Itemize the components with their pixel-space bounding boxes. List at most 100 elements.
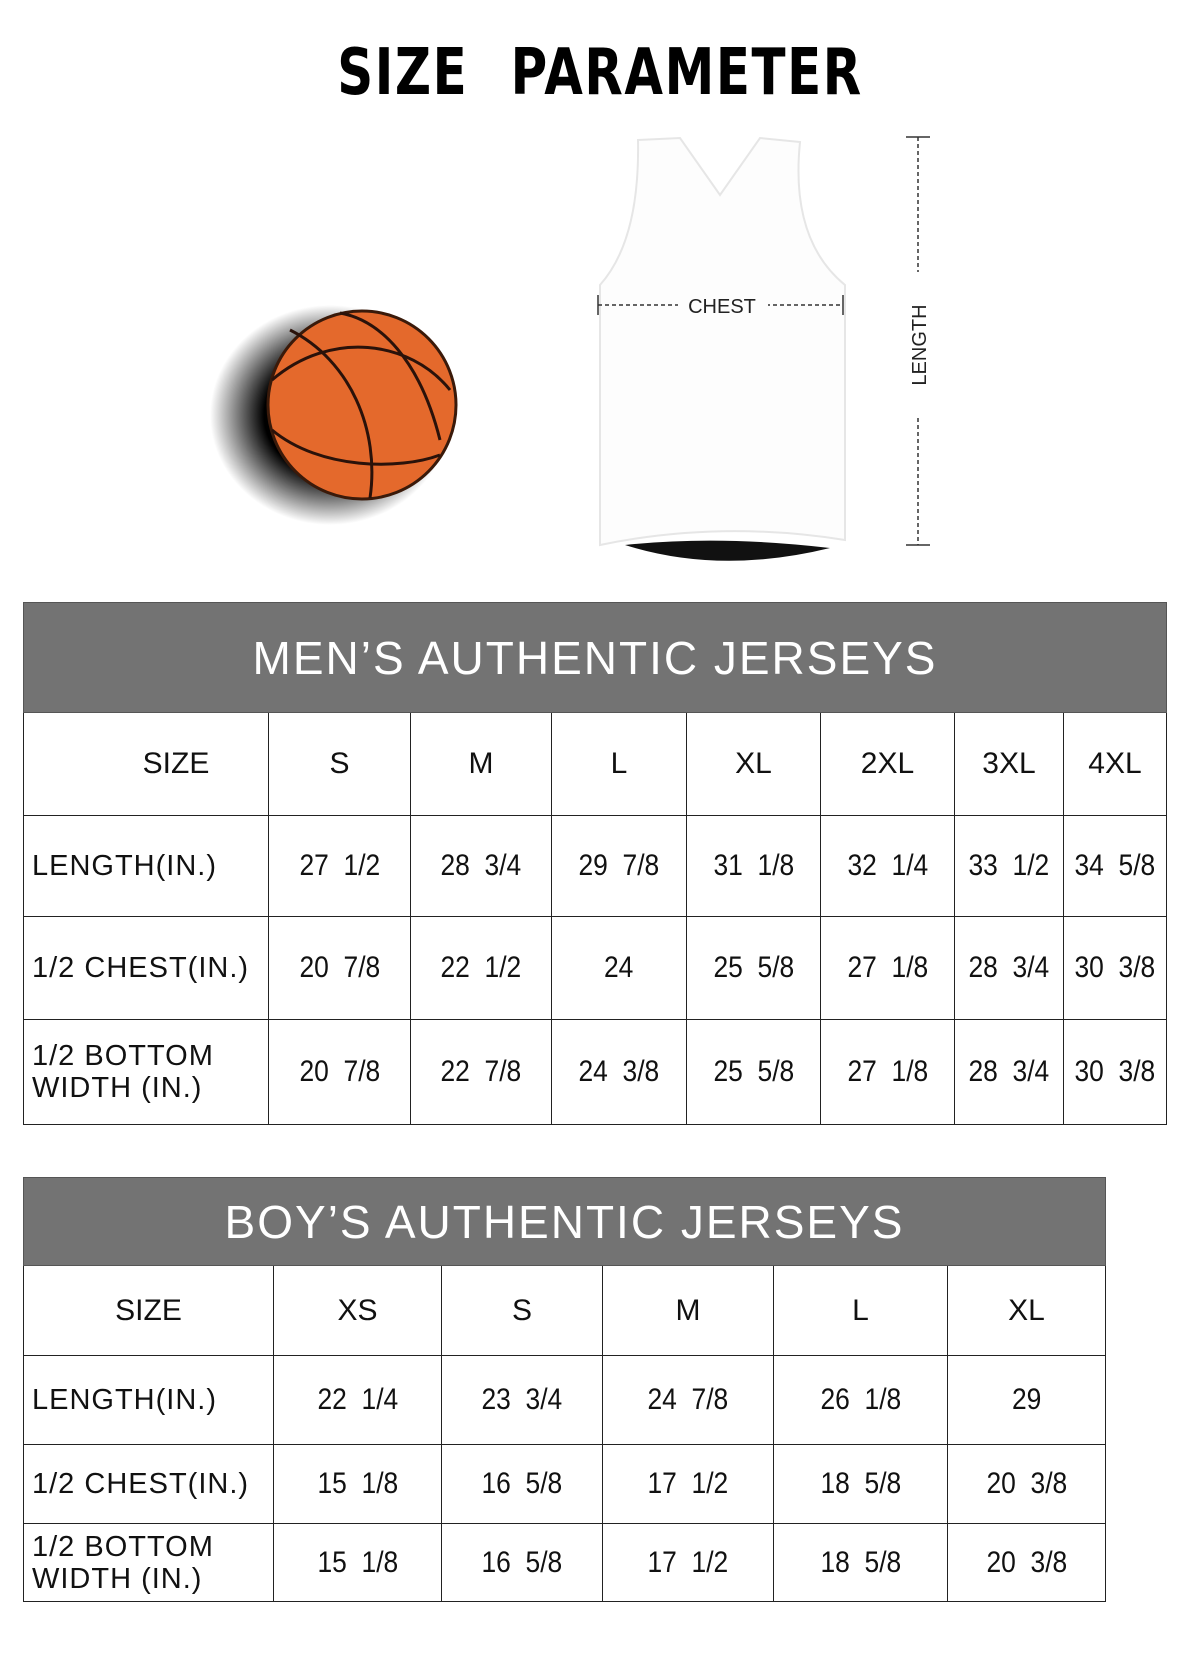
cell-value: 30 3/8 xyxy=(1074,1055,1156,1088)
cell-value: 25 5/8 xyxy=(713,1055,794,1088)
cell-value: 32 1/4 xyxy=(847,849,928,882)
cell-value: 28 3/4 xyxy=(440,849,522,882)
size-col: S xyxy=(268,712,411,816)
cell-value: 29 7/8 xyxy=(578,849,660,882)
table-cell: 22 7/8 xyxy=(410,1019,552,1125)
cell-value: 26 1/8 xyxy=(820,1383,901,1416)
cell-value: 28 3/4 xyxy=(968,1055,1050,1088)
cell-value: 33 1/2 xyxy=(968,849,1050,882)
row-label: LENGTH(IN.) xyxy=(23,1355,274,1445)
jersey-icon: CHEST xyxy=(597,136,846,561)
table-cell: 27 1/8 xyxy=(820,1019,955,1125)
row-label: LENGTH(IN.) xyxy=(23,815,269,917)
size-col: 2XL xyxy=(820,712,955,816)
table-cell: 25 5/8 xyxy=(686,916,821,1020)
table-row: SIZE S M L XL 2XL 3XL 4XL xyxy=(23,712,1167,816)
table-cell: 20 3/8 xyxy=(946,1523,1107,1602)
table-cell: 30 3/8 xyxy=(1063,1019,1167,1125)
cell-value: 28 3/4 xyxy=(968,951,1050,984)
table-cell: 26 1/8 xyxy=(773,1355,948,1445)
table-cell: 33 1/2 xyxy=(954,815,1064,917)
cell-value: 31 1/8 xyxy=(713,849,794,882)
table-cell: 27 1/8 xyxy=(820,916,955,1020)
cell-value: 24 3/8 xyxy=(578,1055,660,1088)
cell-value: 15 1/8 xyxy=(317,1545,398,1579)
size-col: XS xyxy=(273,1265,442,1356)
boys-size-table: BOY’S AUTHENTIC JERSEYS SIZE XS S M L XL… xyxy=(22,1177,1107,1602)
boys-table-title: BOY’S AUTHENTIC JERSEYS xyxy=(22,1177,1107,1266)
table-cell: 15 1/8 xyxy=(273,1523,442,1602)
size-col: XL xyxy=(686,712,821,816)
cell-value: 17 1/2 xyxy=(647,1545,729,1579)
table-row: 1/2 CHEST(IN.) 20 7/8 22 1/2 24 25 5/8 27 1/8… xyxy=(23,916,1167,1020)
table-cell: 29 xyxy=(946,1355,1107,1445)
row-label: 1/2 BOTTOM WIDTH (IN.) xyxy=(23,1523,274,1602)
table-cell: 20 3/8 xyxy=(946,1444,1107,1524)
chest-label: CHEST xyxy=(688,296,756,318)
cell-value: 18 5/8 xyxy=(820,1545,901,1579)
cell-value: 22 7/8 xyxy=(440,1055,522,1088)
cell-value: 16 5/8 xyxy=(481,1467,563,1500)
cell-value: 15 1/8 xyxy=(317,1467,398,1500)
size-col: M xyxy=(602,1265,774,1356)
cell-value: 22 1/2 xyxy=(440,951,522,984)
cell-value: 27 1/2 xyxy=(299,849,380,882)
cell-value: 23 3/4 xyxy=(481,1383,563,1416)
table-row: LENGTH(IN.) 27 1/2 28 3/4 29 7/8 31 1/8 32 1/… xyxy=(23,815,1167,917)
jersey-diagram: CHEST LENGTH xyxy=(210,136,931,561)
mens-table-title: MEN’S AUTHENTIC JERSEYS xyxy=(23,602,1167,713)
table-cell: 24 7/8 xyxy=(602,1355,774,1445)
cell-value: 20 3/8 xyxy=(986,1545,1067,1579)
table-cell: 34 5/8 xyxy=(1063,815,1167,917)
table-cell: 28 3/4 xyxy=(954,1019,1064,1125)
size-col: 4XL xyxy=(1063,712,1167,816)
table-cell: 30 3/8 xyxy=(1063,916,1167,1020)
size-col: 3XL xyxy=(954,712,1064,816)
table-cell: 22 1/2 xyxy=(410,916,552,1020)
cell-value: 20 3/8 xyxy=(986,1467,1067,1500)
cell-value: 27 1/8 xyxy=(847,1055,928,1088)
row-label: 1/2 BOTTOM WIDTH (IN.) xyxy=(23,1019,269,1125)
table-cell: 28 3/4 xyxy=(954,916,1064,1020)
table-cell: 28 3/4 xyxy=(410,815,552,917)
size-col: M xyxy=(410,712,552,816)
table-cell: 17 1/2 xyxy=(602,1444,774,1524)
table-row: 1/2 BOTTOM WIDTH (IN.) 20 7/8 22 7/8 24 3/8… xyxy=(23,1019,1167,1125)
table-cell: 17 1/2 xyxy=(602,1523,774,1602)
table-cell: 18 5/8 xyxy=(773,1523,948,1602)
length-indicator: LENGTH xyxy=(906,136,931,546)
table-cell: 29 7/8 xyxy=(551,815,687,917)
cell-value: 29 xyxy=(1011,1383,1042,1416)
basketball-icon xyxy=(210,305,458,525)
table-cell: 24 xyxy=(551,916,687,1020)
table-cell: 24 3/8 xyxy=(551,1019,687,1125)
table-cell: 25 5/8 xyxy=(686,1019,821,1125)
row-label: 1/2 CHEST(IN.) xyxy=(23,916,269,1020)
row-label: 1/2 CHEST(IN.) xyxy=(23,1444,274,1524)
cell-value: 24 xyxy=(604,951,634,984)
table-cell: 18 5/8 xyxy=(773,1444,948,1524)
cell-value: 20 7/8 xyxy=(299,951,380,984)
table-cell: 16 5/8 xyxy=(441,1444,603,1524)
table-cell: 32 1/4 xyxy=(820,815,955,917)
table-cell: 27 1/2 xyxy=(268,815,411,917)
table-cell: 15 1/8 xyxy=(273,1444,442,1524)
mens-size-table: MEN’S AUTHENTIC JERSEYS SIZE S M L XL 2X… xyxy=(23,602,1167,1125)
size-col: L xyxy=(551,712,687,816)
cell-value: 22 1/4 xyxy=(317,1383,398,1416)
table-row: LENGTH(IN.) 22 1/4 23 3/4 24 7/8 26 1/8 29 xyxy=(23,1355,1107,1445)
cell-value: 30 3/8 xyxy=(1074,951,1156,984)
page-title: SIZE PARAMETER xyxy=(337,36,863,110)
table-cell: 16 5/8 xyxy=(441,1523,603,1602)
table-cell: 23 3/4 xyxy=(441,1355,603,1445)
cell-value: 34 5/8 xyxy=(1074,849,1156,882)
cell-value: 16 5/8 xyxy=(481,1545,563,1579)
size-col: L xyxy=(773,1265,948,1356)
table-cell: 20 7/8 xyxy=(268,1019,411,1125)
table-cell: 31 1/8 xyxy=(686,815,821,917)
cell-value: 27 1/8 xyxy=(847,951,928,984)
size-col: XL xyxy=(946,1265,1107,1356)
cell-value: 20 7/8 xyxy=(299,1055,380,1088)
table-cell: 22 1/4 xyxy=(273,1355,442,1445)
